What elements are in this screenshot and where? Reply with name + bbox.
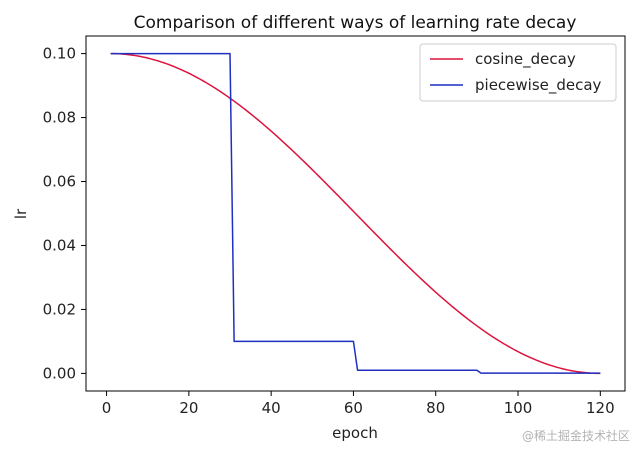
legend-label-cosine-decay: cosine_decay	[475, 50, 576, 69]
x-axis-label: epoch	[332, 424, 378, 442]
legend: cosine_decay piecewise_decay	[419, 43, 617, 102]
legend-label-piecewise-decay: piecewise_decay	[475, 76, 602, 95]
x-tick-label: 120	[586, 399, 615, 417]
chart-title: Comparison of different ways of learning…	[134, 13, 577, 33]
x-tick-label: 80	[426, 399, 445, 417]
series-line-cosine-decay	[110, 52, 601, 375]
y-tick-label: 0.02	[43, 300, 76, 318]
x-tick-label: 20	[179, 399, 198, 417]
x-axis-ticks: 0 20 40 60 80 100 120	[102, 391, 615, 417]
y-tick-label: 0.06	[43, 173, 76, 191]
y-tick-label: 0.10	[43, 45, 76, 63]
plot-frame	[85, 35, 626, 392]
y-axis-ticks: 0.00 0.02 0.04 0.06 0.08 0.10	[43, 45, 86, 382]
watermark: @稀土掘金技术社区	[522, 428, 630, 443]
y-axis-label: lr	[12, 208, 30, 219]
legend-box	[419, 43, 617, 102]
x-tick-label: 0	[102, 399, 112, 417]
y-tick-label: 0.00	[43, 364, 76, 382]
series-layer	[110, 52, 601, 375]
x-tick-label: 100	[504, 399, 533, 417]
series-line-piecewise-decay	[110, 52, 601, 374]
x-tick-label: 60	[344, 399, 363, 417]
y-tick-label: 0.04	[43, 236, 76, 254]
y-tick-label: 0.08	[43, 109, 76, 127]
x-tick-label: 40	[262, 399, 281, 417]
